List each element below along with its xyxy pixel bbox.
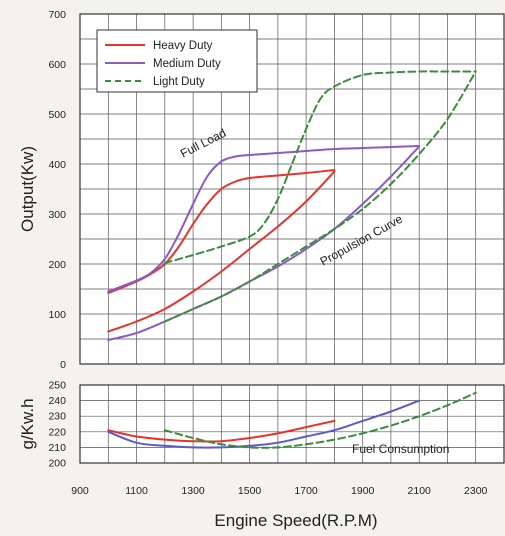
fuel-y-tick-label: 250 bbox=[48, 380, 66, 392]
fuel-grid bbox=[80, 385, 504, 463]
output-y-axis-title: Output(Kw) bbox=[18, 146, 37, 232]
fuel-y-tick-label: 230 bbox=[48, 411, 66, 423]
output-y-tick-label: 600 bbox=[48, 59, 66, 71]
x-tick-label: 2100 bbox=[408, 485, 432, 497]
series-light-duty-fuel bbox=[163, 391, 477, 449]
output-y-tick-label: 0 bbox=[60, 359, 66, 371]
legend-label-medium-duty: Medium Duty bbox=[153, 58, 221, 70]
x-tick-labels: 900 1100 1300 1500 1700 1900 2100 2300 bbox=[71, 485, 487, 497]
fuel-plot-area bbox=[80, 385, 504, 463]
x-tick-label: 2300 bbox=[464, 485, 488, 497]
series-medium-duty-full-load bbox=[107, 145, 421, 293]
legend-label-light-duty: Light Duty bbox=[153, 76, 205, 88]
output-y-tick-label: 100 bbox=[48, 309, 66, 321]
output-y-tick-label: 200 bbox=[48, 259, 66, 271]
fuel-y-tick-label: 240 bbox=[48, 395, 66, 407]
series-medium-duty-fuel bbox=[107, 399, 421, 449]
fuel-y-tick-label: 220 bbox=[48, 426, 66, 438]
x-tick-label: 1900 bbox=[351, 485, 375, 497]
output-y-tick-label: 400 bbox=[48, 159, 66, 171]
x-tick-label: 1300 bbox=[181, 485, 205, 497]
fuel-y-axis-title: g/Kw.h bbox=[18, 398, 37, 449]
fuel-y-tick-label: 200 bbox=[48, 458, 66, 470]
fuel-series bbox=[107, 391, 477, 449]
output-y-tick-label: 500 bbox=[48, 109, 66, 121]
x-tick-label: 1100 bbox=[125, 485, 148, 497]
series-heavy-duty-propulsion bbox=[107, 170, 336, 333]
legend: Heavy Duty Medium Duty Light Duty bbox=[96, 29, 258, 93]
output-y-tick-labels: 0 100 200 300 400 500 600 700 bbox=[48, 9, 66, 371]
fuel-plot-frame bbox=[79, 384, 505, 464]
x-tick-label: 1500 bbox=[238, 485, 262, 497]
series-medium-duty-propulsion bbox=[107, 145, 421, 341]
legend-label-heavy-duty: Heavy Duty bbox=[153, 40, 213, 52]
fuel-y-tick-labels: 200 210 220 230 240 250 bbox=[48, 380, 66, 470]
legend-box bbox=[96, 29, 258, 93]
output-y-tick-label: 700 bbox=[48, 9, 66, 21]
series-light-duty-full-load bbox=[163, 70, 477, 264]
series-heavy-duty-fuel bbox=[107, 419, 336, 443]
fuel-consumption-annotation: Fuel Consumption bbox=[352, 442, 449, 456]
x-tick-label: 1700 bbox=[294, 485, 318, 497]
series-light-duty-propulsion bbox=[163, 70, 477, 323]
x-tick-label: 900 bbox=[71, 485, 89, 497]
fuel-panel: 200 210 220 230 240 250 g/Kw.h Fuel Consumpti… bbox=[18, 380, 505, 470]
output-plot-frame bbox=[79, 13, 505, 365]
output-y-tick-label: 300 bbox=[48, 209, 66, 221]
fuel-y-tick-label: 210 bbox=[48, 442, 66, 454]
output-series bbox=[107, 70, 477, 341]
x-axis-title: Engine Speed(R.P.M) bbox=[214, 511, 377, 530]
